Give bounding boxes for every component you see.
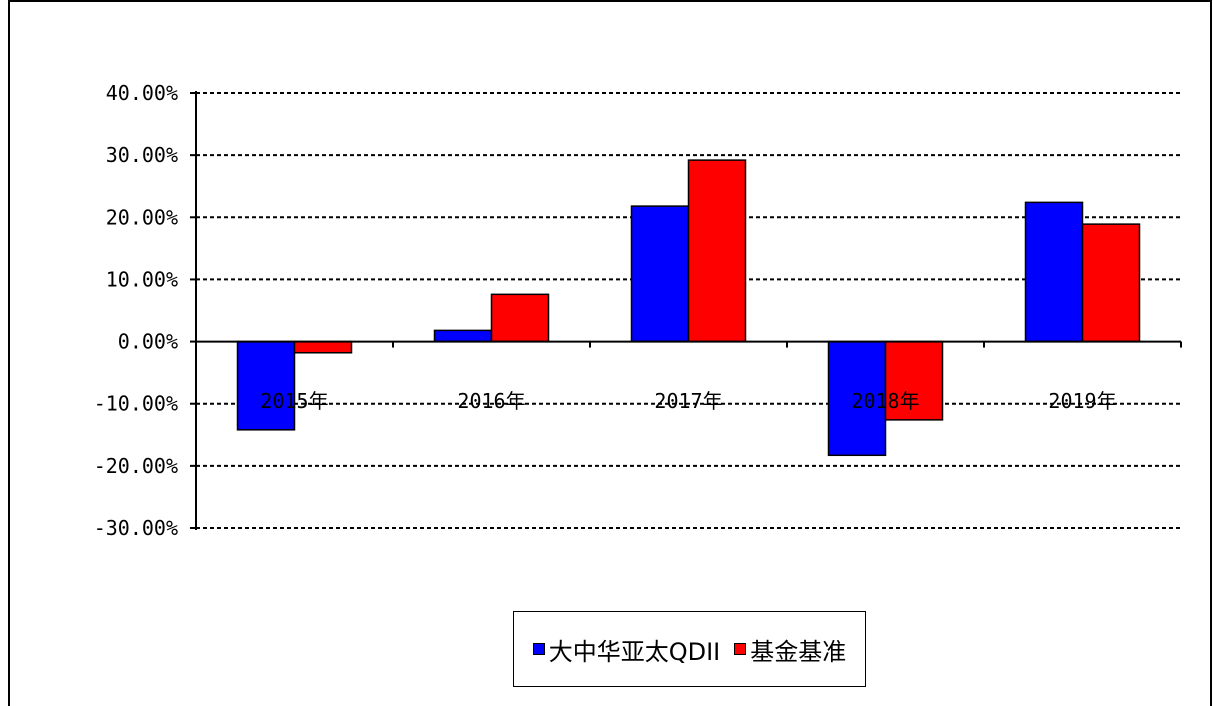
bar-series-1 bbox=[433, 329, 493, 343]
legend-label-series-1: 大中华亚太QDII bbox=[548, 637, 721, 666]
y-tick-label: 0.00% bbox=[118, 330, 178, 354]
bars bbox=[236, 159, 1141, 457]
bar-series-1 bbox=[236, 340, 296, 431]
bar-series-2 bbox=[884, 340, 944, 421]
legend-swatch-series-1 bbox=[532, 643, 545, 655]
bar-series-2 bbox=[1081, 223, 1141, 343]
legend-item-series-1: 大中华亚太QDII bbox=[532, 632, 721, 667]
x-category-label: 2016年 bbox=[457, 389, 525, 413]
bar-series-1 bbox=[1024, 201, 1084, 343]
legend-item-series-2: 基金基准 bbox=[734, 632, 846, 667]
x-category-label: 2017年 bbox=[654, 389, 722, 413]
x-category-label: 2018年 bbox=[851, 389, 919, 413]
axes bbox=[190, 91, 1182, 530]
y-tick-label: 40.00% bbox=[106, 81, 178, 105]
chart-frame bbox=[8, 0, 1212, 706]
bar-series-2 bbox=[490, 293, 550, 343]
legend-label-series-2: 基金基准 bbox=[750, 637, 847, 666]
bar-series-2 bbox=[687, 159, 747, 343]
grid-lines bbox=[196, 92, 1181, 529]
y-tick-label: 10.00% bbox=[106, 267, 178, 291]
x-category-label: 2015年 bbox=[260, 389, 328, 413]
y-tick-label: 20.00% bbox=[106, 205, 178, 229]
y-tick-label: -10.00% bbox=[94, 392, 178, 416]
y-tick-label: 30.00% bbox=[106, 143, 178, 167]
y-tick-label: -30.00% bbox=[94, 516, 178, 540]
legend: 大中华亚太QDII 基金基准 bbox=[513, 611, 866, 687]
labels: 40.00% 30.00% 20.00% 10.00% 0.00% -10.00% -20.… bbox=[94, 81, 1117, 540]
y-tick-label: -20.00% bbox=[94, 454, 178, 478]
legend-swatch-series-2 bbox=[734, 643, 747, 655]
bar-series-2 bbox=[293, 340, 353, 354]
bar-series-1 bbox=[630, 205, 690, 343]
x-category-label: 2019年 bbox=[1048, 389, 1116, 413]
